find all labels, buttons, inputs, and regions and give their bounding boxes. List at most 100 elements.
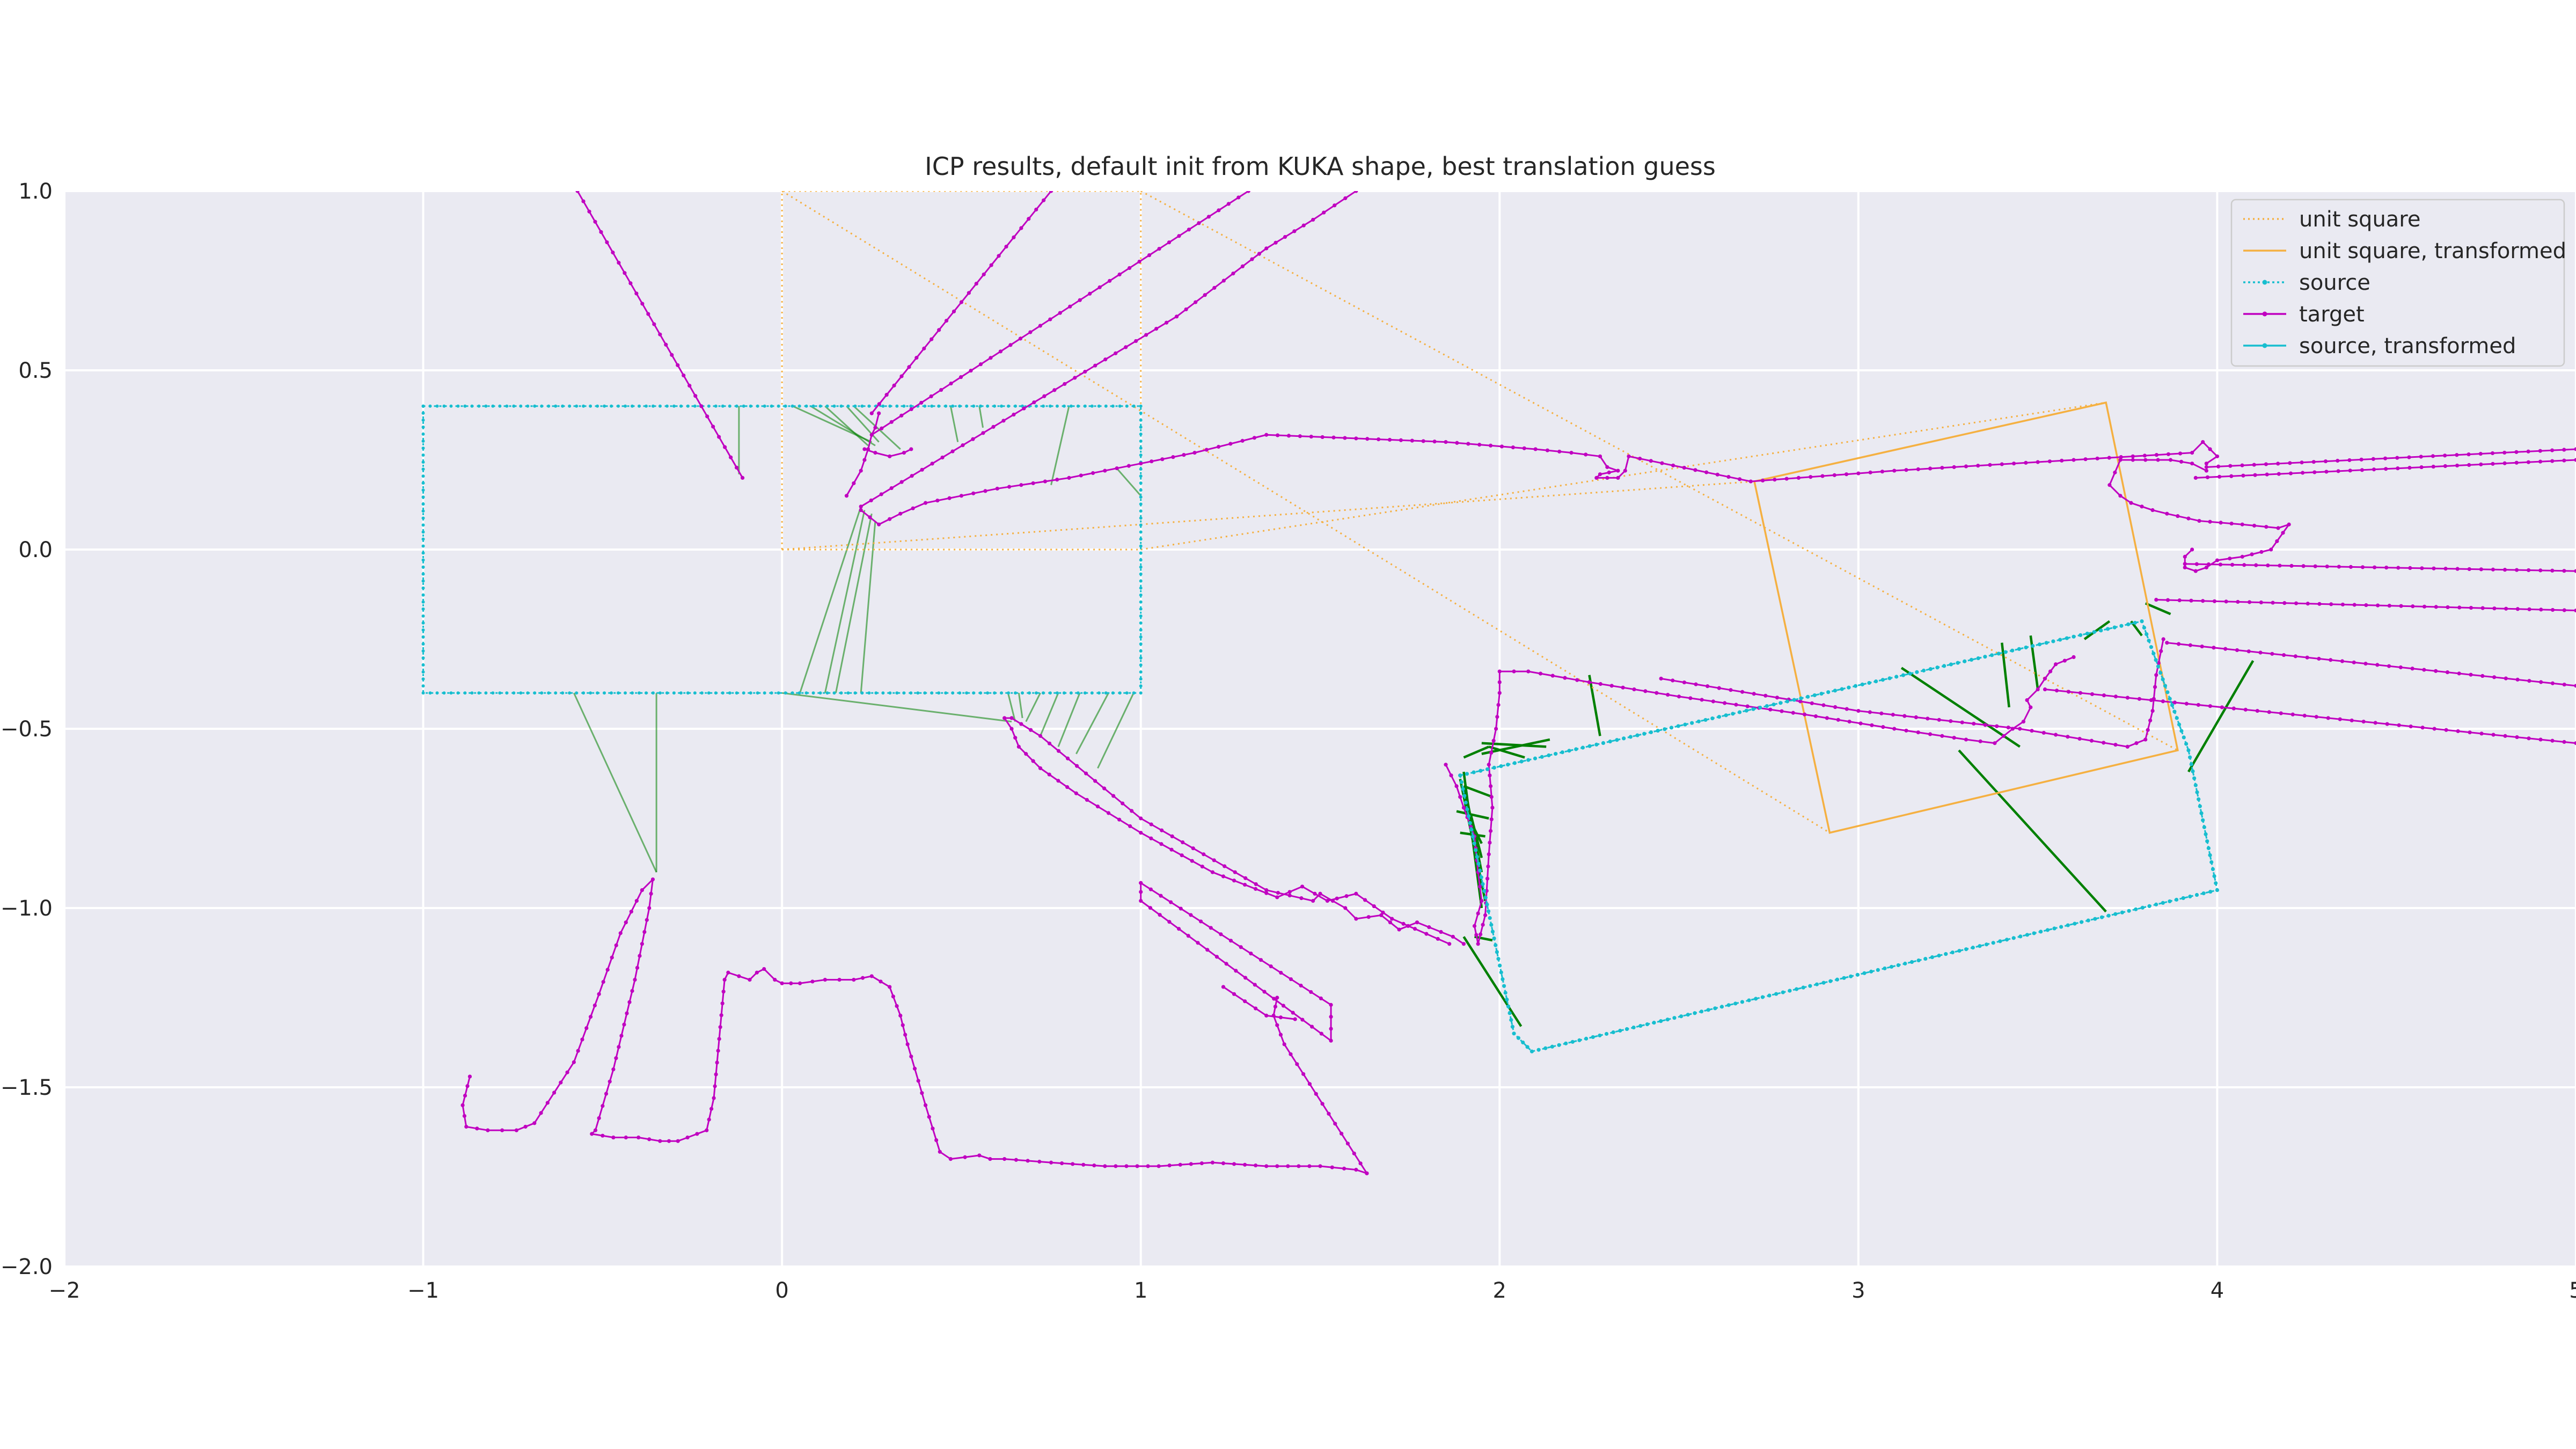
target-point xyxy=(1048,317,1052,321)
target-point xyxy=(895,1004,899,1008)
source-point xyxy=(421,495,425,499)
target-point xyxy=(1845,707,1849,711)
target-point xyxy=(1940,466,1944,470)
target-point xyxy=(2193,569,2198,573)
target-point xyxy=(1447,942,1452,946)
target-point xyxy=(593,219,597,224)
target-point xyxy=(920,1091,924,1095)
target-point xyxy=(592,1003,597,1008)
source-point xyxy=(742,691,745,695)
source-point xyxy=(860,691,864,695)
source-point xyxy=(1611,1030,1615,1035)
target-point xyxy=(1117,272,1122,276)
target-point xyxy=(2255,709,2259,713)
target-point xyxy=(1587,680,1592,684)
target-point xyxy=(2431,454,2435,458)
source-point xyxy=(1034,404,1038,408)
target-point xyxy=(1114,351,1118,355)
target-point xyxy=(2515,607,2520,611)
target-point xyxy=(1609,684,1614,688)
source-point xyxy=(1665,1018,1670,1022)
target-point xyxy=(1103,357,1108,362)
target-point xyxy=(1177,234,1181,238)
source-point xyxy=(547,691,551,695)
source-point xyxy=(533,404,537,408)
x-tick-label: 3 xyxy=(1851,1278,1865,1303)
source-point xyxy=(1076,404,1080,408)
target-point xyxy=(1379,913,1384,917)
target-point xyxy=(1139,881,1143,885)
target-point xyxy=(2399,604,2403,608)
target-point xyxy=(1488,773,1492,778)
target-point xyxy=(923,1103,928,1107)
source-point xyxy=(2059,925,2063,929)
source-point xyxy=(811,691,815,695)
source-point xyxy=(1097,691,1101,695)
correspondence-line xyxy=(860,521,876,693)
target-point xyxy=(1232,1162,1236,1166)
target-point xyxy=(2229,474,2234,478)
correspondence-line xyxy=(978,406,984,428)
target-point xyxy=(2502,568,2507,572)
target-point xyxy=(2190,547,2194,552)
tick-labels: −2−10123451.00.50.0−0.5−1.0−1.5−2.0 xyxy=(1,179,2576,1303)
correspondence-line xyxy=(1050,406,1070,486)
target-point xyxy=(1171,455,1175,459)
target-point xyxy=(642,930,647,934)
target-point xyxy=(2177,598,2182,603)
source-point xyxy=(2052,926,2057,931)
y-tick-label: −1.5 xyxy=(1,1075,53,1100)
target-point xyxy=(988,1157,992,1161)
target-point xyxy=(1091,471,1095,475)
source-point xyxy=(1090,404,1094,408)
target-point xyxy=(685,1135,690,1140)
target-point xyxy=(2375,663,2380,667)
target-point xyxy=(2352,660,2356,664)
target-point xyxy=(969,369,973,373)
target-point xyxy=(593,1128,598,1132)
source-point xyxy=(1781,990,1785,994)
source-point xyxy=(2099,628,2103,633)
target-point xyxy=(2444,728,2448,732)
source-point xyxy=(428,691,432,695)
source-point xyxy=(2045,928,2050,932)
source-point xyxy=(1909,960,1914,964)
target-point xyxy=(604,1092,609,1096)
source-point xyxy=(2018,934,2023,939)
source-point xyxy=(421,404,425,408)
target-point xyxy=(1056,779,1060,783)
target-point xyxy=(622,1022,626,1027)
target-point xyxy=(2409,724,2413,729)
target-point xyxy=(2527,607,2531,611)
target-point xyxy=(912,1066,917,1071)
source-point xyxy=(421,516,425,520)
target-point xyxy=(2338,717,2342,721)
target-point xyxy=(2277,472,2281,476)
target-point xyxy=(2396,466,2400,471)
target-point xyxy=(929,394,933,399)
source-point xyxy=(665,691,669,695)
target-point xyxy=(1292,229,1297,233)
target-point xyxy=(2550,568,2555,573)
target-point xyxy=(1014,1158,1018,1162)
correspondence-line xyxy=(1481,738,1550,755)
target-point xyxy=(1275,1023,1279,1027)
target-point xyxy=(1289,1052,1293,1056)
target-point xyxy=(1042,394,1046,398)
source-point xyxy=(1615,738,1619,742)
series-source-transformed xyxy=(1458,619,2220,1053)
target-point xyxy=(2201,599,2205,603)
target-point xyxy=(1810,701,1814,706)
correspondence-line xyxy=(1456,810,1489,820)
target-point xyxy=(1197,221,1201,225)
target-point xyxy=(1354,891,1358,896)
target-point xyxy=(2267,710,2271,714)
target-point xyxy=(2408,566,2412,570)
target-point xyxy=(1130,809,1134,813)
target-point xyxy=(2258,650,2263,655)
target-point xyxy=(2359,457,2363,462)
source-point xyxy=(449,404,453,408)
target-point xyxy=(2204,462,2208,466)
target-point xyxy=(1210,1160,1215,1165)
source-point xyxy=(1470,835,1475,839)
